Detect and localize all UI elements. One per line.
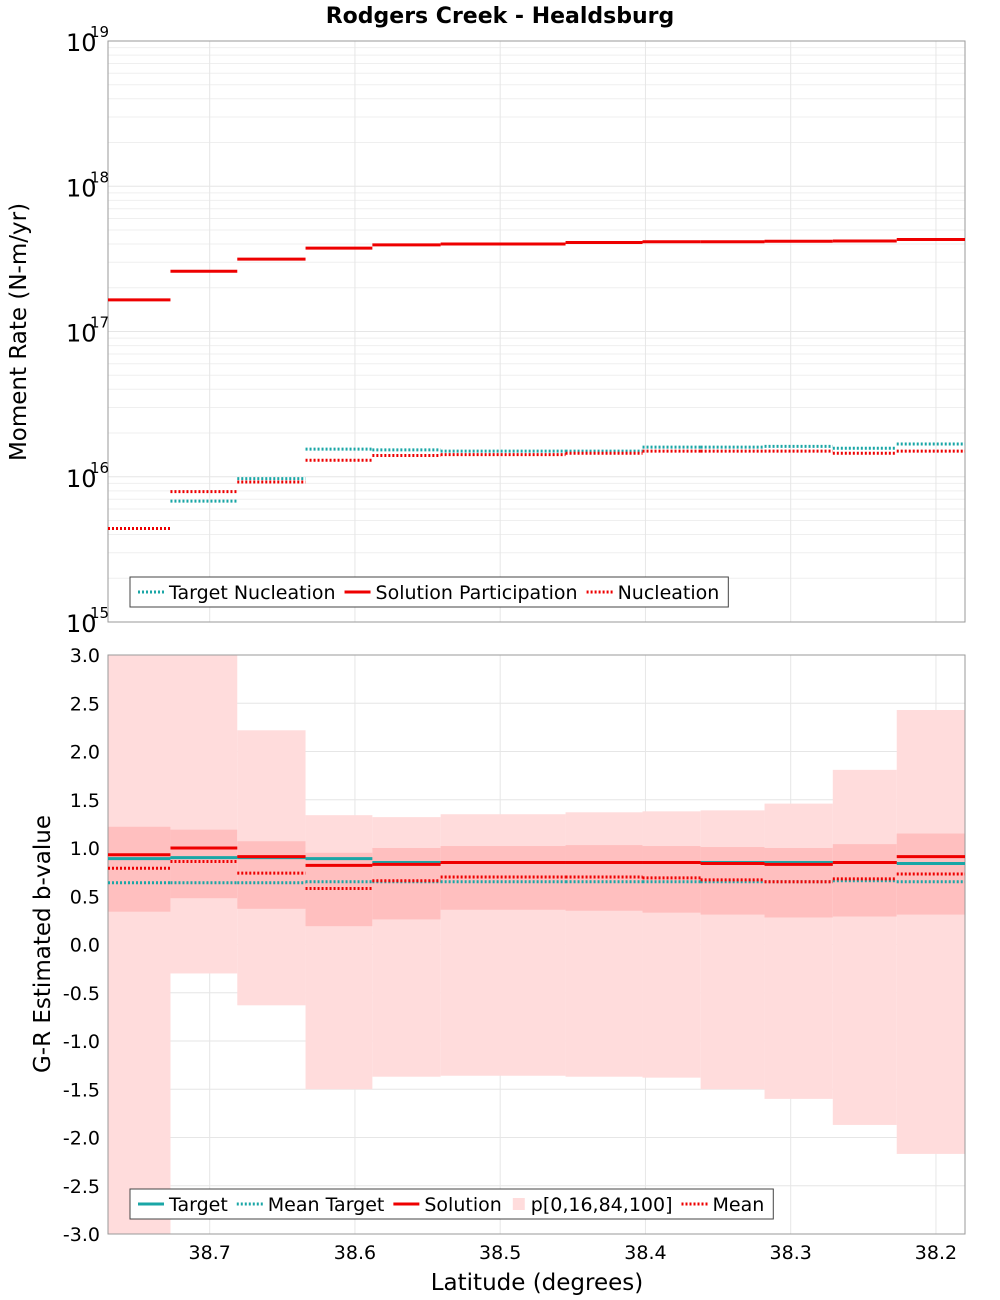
band-outer-range [764, 803, 833, 1099]
band-inner-range [896, 833, 965, 915]
top-plot-frame [107, 40, 966, 623]
band-inner-range [372, 848, 441, 920]
bottom-plot-frame [107, 654, 966, 1235]
top-legend-label: Target Nucleation [168, 582, 336, 604]
top-y-tick-label-exponent: 15 [90, 604, 109, 622]
top-legend-label: Solution Participation [376, 582, 578, 604]
bottom-legend-label: Target [168, 1194, 228, 1216]
bottom-panel: 3.0 2.5 2.0 1.5 1.0 0.5 0.0 -0.5 -1.0 -1.5 -2.0 -2.… [63, 645, 966, 1264]
chart-title: Rodgers Creek - Healdsburg [326, 4, 675, 29]
bottom-y-tick-label: -1.5 [63, 1079, 100, 1101]
bottom-y-tick-label: 1.0 [70, 838, 100, 860]
bottom-y-tick-label: 0.5 [70, 886, 100, 908]
band-outer-range [170, 655, 238, 974]
x-tick-label: 38.7 [189, 1242, 231, 1264]
band-inner-range [237, 841, 306, 909]
x-tick-label: 38.4 [624, 1242, 666, 1264]
bottom-y-tick-label: -0.5 [63, 983, 100, 1005]
band-inner-range [170, 829, 238, 899]
bottom-legend-label: Solution [424, 1194, 501, 1216]
top-y-tick-label-exponent: 17 [90, 314, 109, 332]
top-y-tick-label-exponent: 18 [90, 168, 109, 186]
top-y-tick-label-base: 10 [66, 29, 97, 57]
x-tick-label: 38.3 [770, 1242, 812, 1264]
bottom-legend-swatch [512, 1198, 525, 1210]
top-y-tick-label-base: 10 [66, 610, 97, 638]
bottom-y-tick-label: 0.0 [70, 935, 100, 957]
top-y-tick-label-base: 10 [66, 174, 97, 202]
top-y-tick-label-base: 10 [66, 465, 97, 493]
top-y-axis-label: Moment Rate (N-m/yr) [6, 203, 32, 461]
bottom-legend-label: p[0,16,84,100] [531, 1194, 673, 1216]
bottom-legend-label: Mean Target [268, 1194, 385, 1216]
band-inner-range [764, 848, 833, 918]
top-y-tick-label-base: 10 [66, 320, 97, 348]
band-outer-range [896, 710, 965, 1154]
x-tick-label: 38.6 [334, 1242, 376, 1264]
x-tick-label: 38.2 [915, 1242, 957, 1264]
top-y-tick-label-exponent: 16 [90, 459, 109, 477]
bottom-y-axis-label: G-R Estimated b-value [30, 815, 56, 1073]
top-legend-label: Nucleation [618, 582, 720, 604]
bottom-y-tick-label: 2.5 [70, 693, 100, 715]
bottom-y-tick-label: 1.5 [70, 790, 100, 812]
bottom-y-tick-label: -2.5 [63, 1176, 100, 1198]
band-inner-range [440, 846, 566, 910]
bottom-y-tick-label: -3.0 [63, 1224, 100, 1246]
x-tick-label: 38.5 [479, 1242, 521, 1264]
band-outer-range [832, 769, 897, 1125]
band-outer-range [108, 655, 171, 1234]
bottom-y-tick-label: 3.0 [70, 645, 100, 667]
bottom-y-tick-label: -1.0 [63, 1031, 100, 1053]
bottom-y-tick-label: 2.0 [70, 742, 100, 764]
bottom-y-tick-label: -2.0 [63, 1128, 100, 1150]
bottom-legend-label: Mean [713, 1194, 765, 1216]
top-y-tick-label-exponent: 19 [90, 23, 109, 41]
top-legend [129, 576, 729, 608]
x-axis-label: Latitude (degrees) [431, 1270, 644, 1296]
